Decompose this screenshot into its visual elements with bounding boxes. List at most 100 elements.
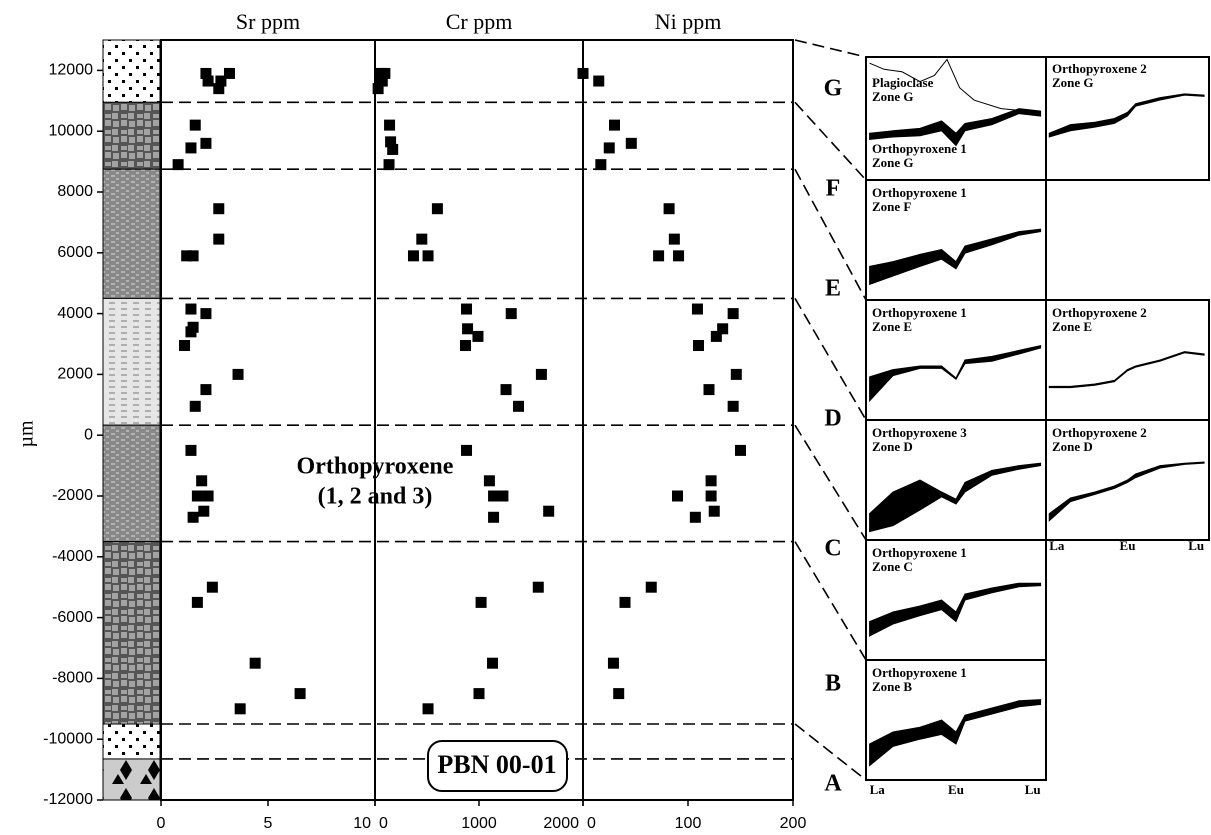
data-point <box>202 75 214 87</box>
ree-label: Zone B <box>872 679 912 694</box>
connector <box>794 424 867 541</box>
data-point <box>384 119 396 131</box>
data-point <box>200 308 212 320</box>
data-point <box>200 137 212 149</box>
data-point <box>619 596 631 608</box>
data-point <box>172 159 184 171</box>
y-tick-label: 0 <box>84 426 93 443</box>
data-point <box>513 400 525 412</box>
data-point <box>691 303 703 315</box>
data-point <box>198 505 210 517</box>
data-point <box>215 75 227 87</box>
data-point <box>645 581 657 593</box>
data-point <box>234 703 246 715</box>
ree-axis-label: Eu <box>948 782 964 797</box>
data-point <box>703 384 715 396</box>
x-tick-label: 1000 <box>461 815 497 832</box>
data-point <box>727 308 739 320</box>
data-point <box>532 581 544 593</box>
data-point <box>668 233 680 245</box>
lithology-unit <box>102 39 161 103</box>
ree-pattern <box>869 344 1042 403</box>
ree-label: Orthopyroxene 1 <box>872 665 967 680</box>
ree-panel <box>865 539 1047 661</box>
data-point <box>613 688 625 700</box>
lithology-unit <box>102 541 161 725</box>
data-point <box>595 159 607 171</box>
data-point <box>185 142 197 154</box>
data-point <box>705 475 717 487</box>
ree-pattern <box>1048 461 1205 522</box>
data-point <box>383 159 395 171</box>
data-point <box>431 203 443 215</box>
data-point <box>249 657 261 669</box>
ree-pattern <box>869 228 1042 286</box>
ree-axis-label: Lu <box>1025 782 1041 797</box>
ree-panel <box>1045 299 1210 421</box>
lithology-unit <box>102 424 161 543</box>
data-point <box>708 505 720 517</box>
data-point <box>372 83 384 95</box>
ree-label: Zone G <box>872 155 914 170</box>
data-point <box>185 444 197 456</box>
data-point <box>379 67 391 79</box>
ree-pattern <box>1048 93 1205 138</box>
ree-pattern <box>869 108 1042 147</box>
data-point <box>607 657 619 669</box>
ree-label: Orthopyroxene 1 <box>872 185 967 200</box>
data-point <box>200 67 212 79</box>
data-point <box>483 475 495 487</box>
data-point <box>577 67 589 79</box>
panel-title: Sr ppm <box>236 9 300 34</box>
data-point <box>422 250 434 262</box>
y-tick-label: 12000 <box>49 62 94 79</box>
data-point <box>461 303 473 315</box>
x-tick-label: 100 <box>675 815 702 832</box>
connector <box>794 723 867 781</box>
ree-axis-label: La <box>1049 538 1065 553</box>
data-point <box>473 688 485 700</box>
data-point <box>663 203 675 215</box>
y-axis-label: µm <box>16 420 38 448</box>
ree-label: Zone E <box>1052 319 1092 334</box>
data-point <box>500 384 512 396</box>
y-tick-label: 2000 <box>57 366 93 383</box>
data-point <box>730 368 742 380</box>
data-point <box>294 688 306 700</box>
data-point <box>735 444 746 456</box>
lithology-unit <box>102 723 161 760</box>
data-point <box>462 323 474 335</box>
lithology-unit <box>102 758 161 801</box>
data-point <box>189 119 201 131</box>
data-point <box>693 340 704 352</box>
data-point <box>232 368 244 380</box>
lithology-unit <box>102 168 161 299</box>
lithology-column <box>102 39 161 801</box>
ree-panel <box>865 299 1047 421</box>
ree-label: Orthopyroxene 3 <box>872 425 967 440</box>
ree-panel <box>1045 56 1210 181</box>
data-point <box>200 384 212 396</box>
ree-label: Zone C <box>872 559 913 574</box>
ree-label: Zone E <box>872 319 912 334</box>
data-point <box>189 400 201 412</box>
data-point <box>213 203 225 215</box>
data-point <box>672 490 683 502</box>
data-point <box>213 233 225 245</box>
ree-panel <box>865 659 1047 781</box>
y-tick-label: 10000 <box>49 122 94 139</box>
y-tick-label: -10000 <box>43 730 93 747</box>
data-point <box>385 136 397 148</box>
data-point <box>213 83 225 95</box>
ree-pattern <box>869 699 1042 767</box>
x-tick-label: 0 <box>379 815 388 832</box>
data-point <box>625 137 637 149</box>
zone-letter: D <box>824 406 841 432</box>
panel-title: Ni ppm <box>655 9 722 34</box>
ree-pattern <box>869 58 1041 113</box>
ree-label: Zone F <box>872 199 911 214</box>
data-point <box>603 142 615 154</box>
